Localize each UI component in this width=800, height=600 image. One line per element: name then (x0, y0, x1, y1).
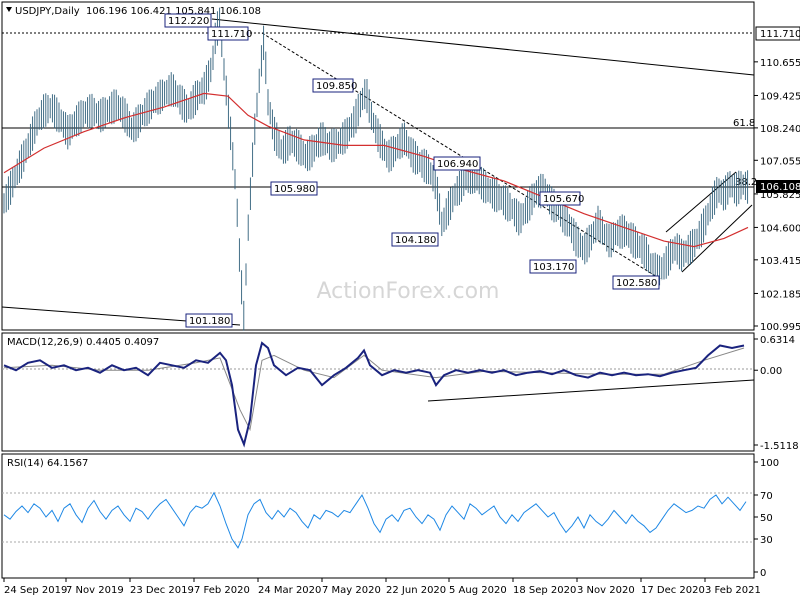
macd-line (3, 341, 745, 448)
annotation-label: 109.850 (316, 81, 357, 92)
x-tick-label: 7 Feb 2020 (194, 585, 250, 596)
x-tick-label: 18 Sep 2020 (513, 585, 576, 596)
macd-title: MACD(12,26,9) 0.4405 0.4097 (7, 337, 159, 348)
rsi-panel (1, 453, 755, 579)
annotation-box (207, 26, 249, 41)
resistance-price-label: 111.710 (760, 29, 800, 40)
price-header: USDJPY,Daily 106.196 106.421 105.841 106… (6, 6, 261, 17)
price-tick-label: 104.600 (760, 223, 800, 234)
rsi-title: RSI(14) 64.1567 (7, 458, 88, 469)
annotation-box (529, 259, 577, 274)
macd-panel (1, 332, 755, 452)
x-tick-label: 23 Dec 2019 (130, 585, 194, 596)
x-tick-label: 24 Sep 2019 (4, 585, 67, 596)
x-tick-label: 7 May 2020 (322, 585, 381, 596)
price-tick-label: 103.415 (760, 256, 800, 267)
annotation-box (433, 156, 481, 171)
price-tick-label: 108.240 (760, 124, 800, 135)
price-axis: 110.655 109.425 108.240 107.055 105.825 104.6… (754, 58, 800, 333)
price-tick-label: 105.825 (760, 190, 800, 201)
rsi-tick-label: 50 (760, 513, 773, 524)
price-tick-label: 109.425 (760, 91, 800, 102)
x-tick-label: 22 Jun 2020 (386, 585, 446, 596)
price-tick-label: 102.185 (760, 289, 800, 300)
macd-axis: 0.6314 0.00 -1.5118 (754, 335, 799, 452)
collapse-triangle-icon (6, 7, 12, 12)
annotation-box (612, 275, 660, 290)
ohlc-label: 106.196 106.421 105.841 106.108 (86, 6, 261, 17)
x-tick-label: 5 Aug 2020 (449, 585, 507, 596)
fib-38-2-label: 38.2 (735, 177, 757, 188)
long-trendline-upper (211, 18, 755, 76)
annotation-box (391, 232, 439, 247)
fib-61-8-label: 61.8 (733, 118, 755, 129)
annotation-label: 104.180 (395, 235, 436, 246)
last-price-box (756, 180, 800, 193)
price-tick-label: 107.055 (760, 156, 800, 167)
annotation-box (164, 13, 212, 28)
annotation-box (185, 313, 233, 328)
symbol-label: USDJPY,Daily (15, 6, 80, 17)
annotation-label: 105.980 (274, 184, 315, 195)
x-tick-label: 3 Nov 2020 (577, 585, 635, 596)
annotation-box (270, 181, 318, 196)
annotation-box (312, 78, 354, 93)
x-tick-label: 3 Feb 2021 (705, 585, 761, 596)
last-price-label: 106.108 (760, 182, 800, 193)
annotation-label: 112.220 (168, 16, 209, 27)
annotation-label: 105.670 (543, 194, 584, 205)
x-tick-label: 17 Dec 2020 (641, 585, 705, 596)
macd-tick-label: -1.5118 (760, 441, 799, 452)
moving-average-line (3, 92, 749, 248)
price-bars (3, 7, 749, 331)
macd-tick-label: 0.6314 (760, 335, 795, 346)
annotation-label: 103.170 (533, 262, 574, 273)
annotation-label: 111.710 (211, 29, 252, 40)
macd-tick-label: 0.00 (760, 366, 782, 377)
macd-signal-line (3, 347, 745, 432)
price-tick-label: 100.995 (760, 322, 800, 333)
annotation-label: 102.580 (616, 278, 657, 289)
resistance-price-box (755, 26, 800, 41)
annotation-label: 101.180 (189, 316, 230, 327)
rsi-tick-label: 70 (760, 491, 773, 502)
price-tick-label: 110.655 (760, 58, 800, 69)
watermark: ActionForex.com (317, 279, 500, 304)
rsi-axis: 100 70 50 30 0 (754, 458, 779, 579)
rsi-tick-label: 30 (760, 535, 773, 546)
rising-channel-upper (665, 171, 737, 233)
price-panel (1, 1, 755, 331)
x-tick-label: 7 Nov 2019 (66, 585, 124, 596)
macd-trendline (427, 379, 755, 402)
rising-channel-lower (681, 204, 753, 273)
annotation-label: 106.940 (437, 159, 478, 170)
annotation-box (539, 191, 581, 206)
rsi-tick-label: 0 (760, 568, 766, 579)
rsi-line (3, 491, 747, 549)
rsi-tick-label: 100 (760, 458, 779, 469)
x-tick-label: 24 Mar 2020 (258, 585, 321, 596)
